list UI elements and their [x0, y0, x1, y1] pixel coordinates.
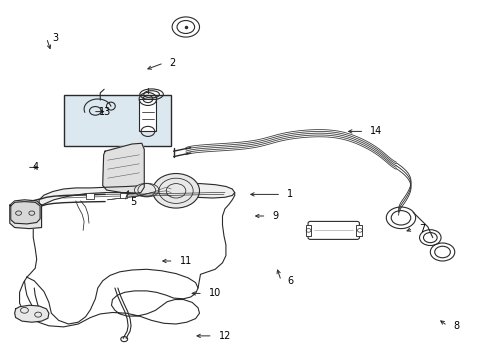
Bar — [139, 99, 156, 131]
Polygon shape — [15, 305, 49, 322]
Text: 10: 10 — [208, 288, 221, 298]
Bar — [120, 193, 127, 198]
Text: 11: 11 — [179, 256, 191, 266]
Bar — [355, 225, 361, 236]
Text: 13: 13 — [99, 107, 111, 117]
Ellipse shape — [134, 183, 159, 197]
Polygon shape — [20, 269, 199, 327]
Circle shape — [152, 174, 199, 208]
Text: 9: 9 — [272, 211, 278, 221]
Text: 14: 14 — [369, 126, 382, 136]
Text: 12: 12 — [218, 331, 230, 341]
Polygon shape — [102, 143, 144, 194]
Polygon shape — [11, 202, 40, 224]
Polygon shape — [10, 200, 41, 229]
FancyBboxPatch shape — [307, 221, 359, 239]
Text: 6: 6 — [286, 276, 293, 286]
Bar — [85, 193, 94, 199]
Text: 4: 4 — [33, 162, 39, 172]
Text: 1: 1 — [286, 189, 293, 199]
Bar — [305, 225, 311, 236]
Text: 8: 8 — [452, 321, 459, 331]
Bar — [63, 95, 171, 146]
Text: 2: 2 — [169, 58, 176, 68]
Text: 7: 7 — [418, 224, 425, 234]
Polygon shape — [39, 184, 234, 205]
Text: 3: 3 — [52, 33, 59, 43]
Text: 5: 5 — [130, 197, 137, 207]
